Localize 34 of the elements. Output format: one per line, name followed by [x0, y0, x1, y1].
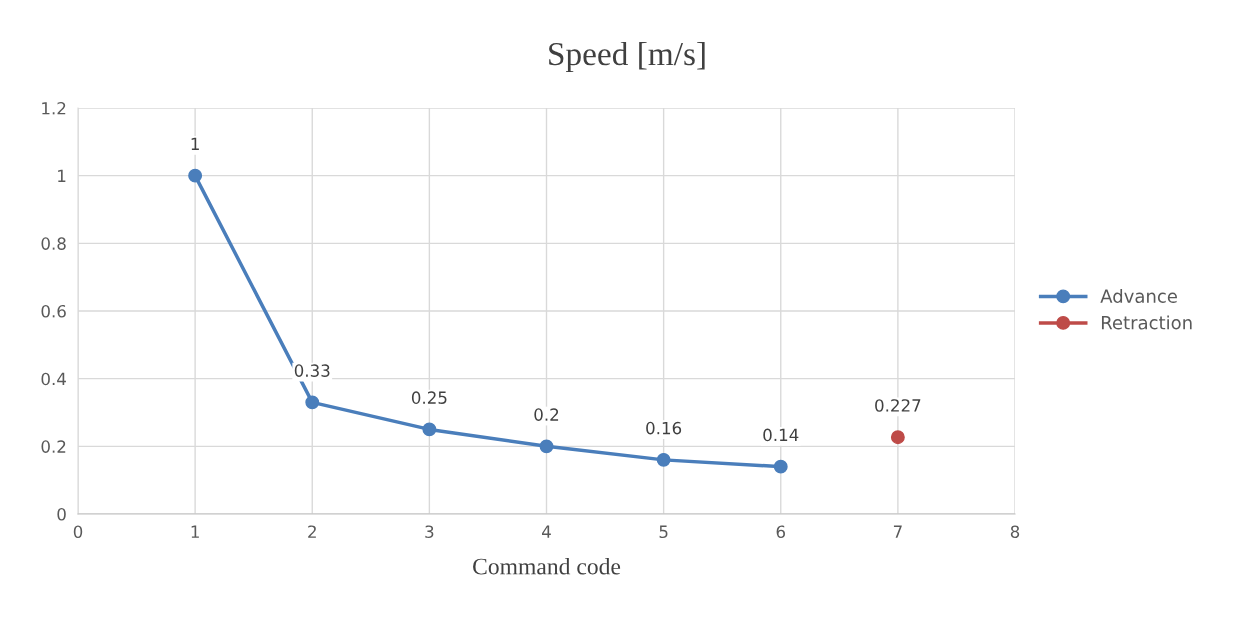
x-tick-label: 0 [73, 525, 83, 539]
x-tick-label: 5 [659, 525, 668, 539]
data-label: 0.25 [411, 391, 447, 404]
x-tick-label: 2 [308, 525, 316, 538]
y-tick-label: 0 [57, 507, 66, 521]
legend-label: Advance [1100, 289, 1177, 303]
y-tick-label: 0.8 [41, 237, 66, 250]
point [422, 422, 437, 437]
point [305, 395, 320, 410]
point [188, 168, 203, 183]
data-label: 0.2 [534, 408, 559, 421]
x-tick-label: 6 [776, 525, 785, 539]
data-label: 0.227 [875, 399, 921, 412]
data-label: 0.33 [294, 364, 330, 377]
point [890, 430, 905, 445]
x-tick-label: 3 [425, 525, 434, 539]
x-tick-label: 8 [1010, 525, 1020, 539]
y-tick-label: 0.6 [41, 304, 66, 318]
x-tick-label: 7 [893, 525, 902, 538]
x-tick-label: 4 [542, 525, 551, 538]
y-tick-label: 1 [58, 169, 66, 182]
data-label: 1 [191, 137, 199, 150]
y-tick-label: 1.2 [42, 101, 66, 115]
data-label: 0.14 [763, 428, 799, 442]
chart-title: Speed [m/s] [549, 41, 705, 73]
point [773, 459, 788, 474]
y-tick-label: 0.4 [41, 372, 66, 386]
point [656, 452, 671, 467]
data-label: 0.16 [646, 421, 682, 435]
point [539, 439, 554, 454]
legend-label: Retraction [1101, 315, 1192, 330]
x-axis-title: Command code [473, 557, 621, 575]
x-tick-label: 1 [191, 525, 199, 538]
y-tick-label: 0.2 [41, 440, 66, 453]
